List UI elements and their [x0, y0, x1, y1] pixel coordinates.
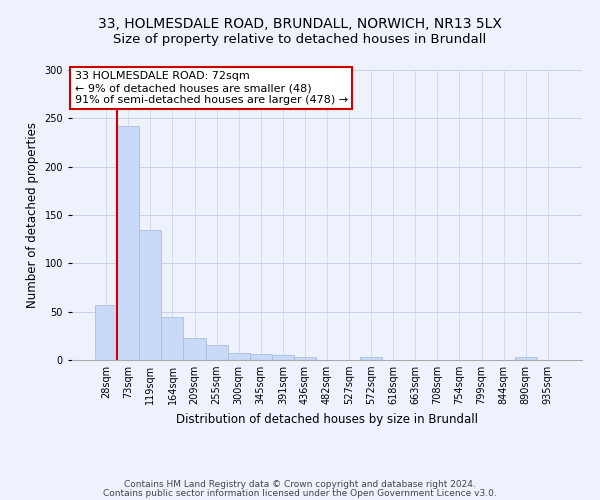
Bar	[250, 354, 272, 360]
Bar	[184, 338, 206, 360]
Bar	[206, 344, 227, 360]
Bar	[294, 357, 316, 360]
Y-axis label: Number of detached properties: Number of detached properties	[26, 122, 39, 308]
Bar	[272, 355, 294, 360]
Text: Size of property relative to detached houses in Brundall: Size of property relative to detached ho…	[113, 32, 487, 46]
Bar	[139, 230, 161, 360]
Text: 33 HOLMESDALE ROAD: 72sqm
← 9% of detached houses are smaller (48)
91% of semi-d: 33 HOLMESDALE ROAD: 72sqm ← 9% of detach…	[74, 72, 347, 104]
Bar	[117, 126, 139, 360]
Bar	[227, 353, 250, 360]
Bar	[360, 357, 382, 360]
Text: 33, HOLMESDALE ROAD, BRUNDALL, NORWICH, NR13 5LX: 33, HOLMESDALE ROAD, BRUNDALL, NORWICH, …	[98, 18, 502, 32]
Text: Contains public sector information licensed under the Open Government Licence v3: Contains public sector information licen…	[103, 488, 497, 498]
Bar	[515, 357, 537, 360]
Text: Contains HM Land Registry data © Crown copyright and database right 2024.: Contains HM Land Registry data © Crown c…	[124, 480, 476, 489]
X-axis label: Distribution of detached houses by size in Brundall: Distribution of detached houses by size …	[176, 412, 478, 426]
Bar	[95, 305, 117, 360]
Bar	[161, 318, 184, 360]
